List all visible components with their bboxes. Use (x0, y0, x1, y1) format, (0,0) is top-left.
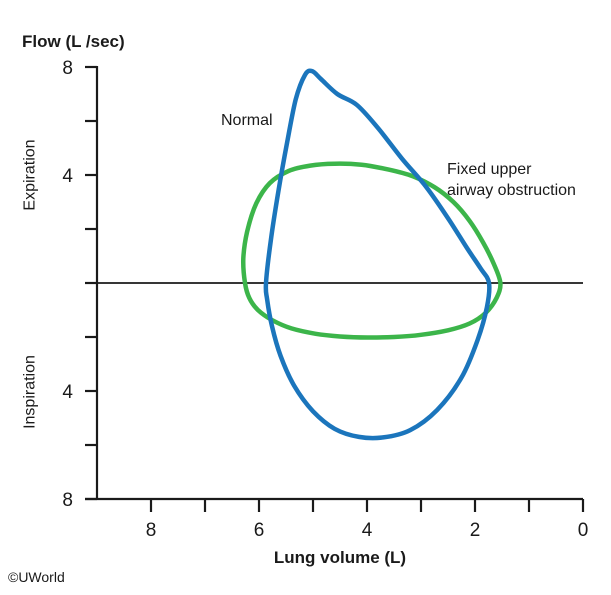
x-tick-label: 6 (254, 520, 265, 541)
x-tick-label: 4 (362, 520, 373, 541)
fixed-curve (240, 161, 503, 340)
copyright-notice: ©UWorld (8, 569, 65, 585)
normal-curve-label: Normal (221, 112, 273, 129)
expiration-label: Expiration (21, 139, 39, 211)
obstruction-curve-label-line1: Fixed upper (447, 161, 532, 178)
y-tick-label: 8 (62, 58, 73, 79)
x-tick-label: 0 (578, 520, 589, 541)
obstruction-curve-label: Fixed upper airway obstruction (447, 159, 576, 201)
x-tick-label: 2 (470, 520, 481, 541)
y-tick-label: 4 (62, 166, 73, 187)
y-tick-label: 4 (62, 382, 73, 403)
flow-axis-title: Flow (L /sec) (22, 32, 125, 51)
y-tick-label: 8 (62, 490, 73, 511)
normal-curve (263, 68, 492, 441)
x-tick-label: 8 (146, 520, 157, 541)
obstruction-curve-label-line2: airway obstruction (447, 182, 576, 199)
lung-volume-axis-title: Lung volume (L) (273, 547, 407, 567)
inspiration-label: Inspiration (21, 355, 39, 429)
